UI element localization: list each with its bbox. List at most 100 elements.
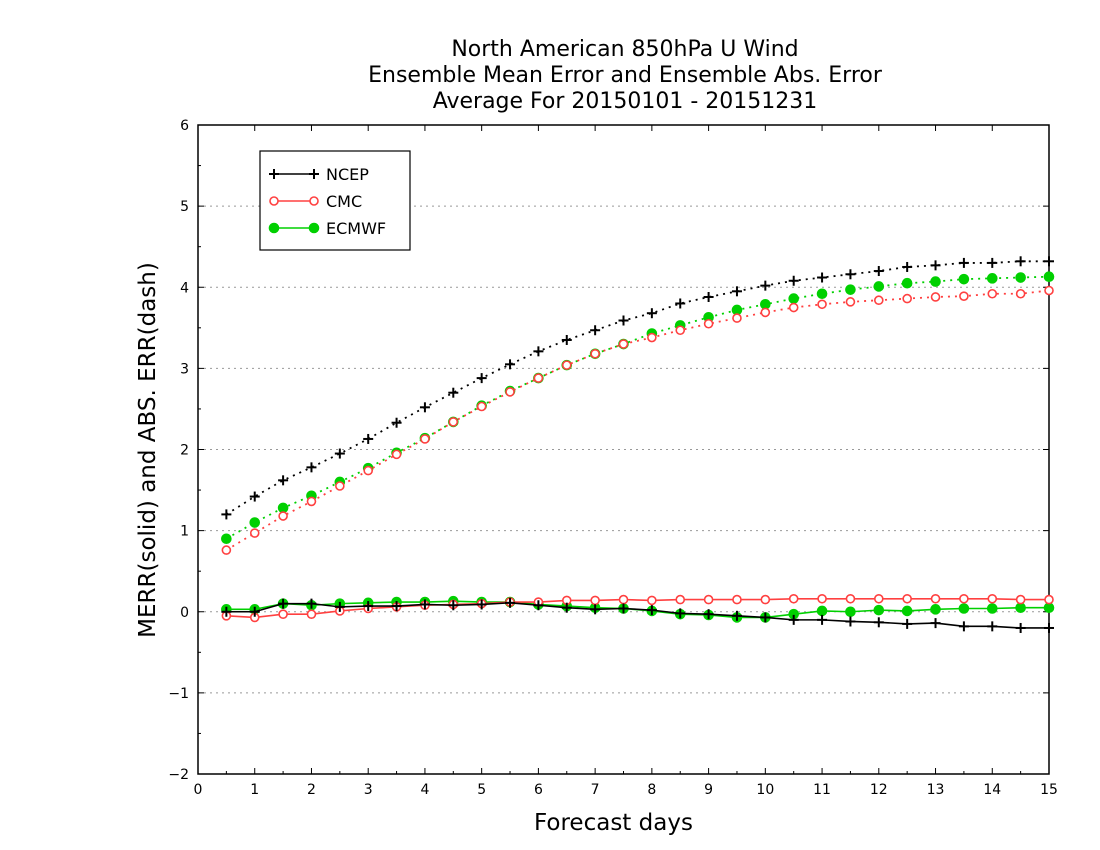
data-point-cmc [873, 593, 884, 604]
data-point-ecmwf [901, 605, 913, 617]
data-point-cmc [363, 465, 374, 476]
data-point-cmc [249, 528, 260, 538]
series-line-ncep-mean-err [226, 602, 1049, 629]
data-point-cmc [788, 593, 799, 604]
data-point-cmc [788, 302, 799, 313]
data-point-cmc [618, 594, 629, 605]
x-tick-label: 12 [870, 782, 888, 798]
data-point-cmc [221, 545, 232, 555]
series-line-cmc-mean-err [226, 597, 1049, 619]
series-line-ecmwf-abs-err [225, 275, 1050, 540]
x-tick-label: 14 [983, 782, 1001, 798]
data-point-cmc [476, 401, 487, 412]
legend-marker-ecmwf [268, 222, 280, 234]
data-point-cmc [817, 593, 827, 604]
chart-title-line-1: North American 850hPa U Wind [451, 37, 799, 62]
data-point-cmc [959, 593, 969, 604]
data-point-ecmwf [986, 273, 998, 284]
x-tick-label: 9 [704, 782, 713, 798]
legend-marker-cmc [269, 196, 279, 206]
y-tick-label: 6 [180, 118, 189, 134]
x-tick-label: 3 [364, 782, 373, 798]
data-point-cmc [873, 295, 884, 306]
data-point-ecmwf [816, 605, 828, 617]
chart-title-line-2: Ensemble Mean Error and Ensemble Abs. Er… [368, 63, 882, 88]
data-point-cmc [278, 609, 288, 619]
data-point-ecmwf [249, 517, 261, 528]
data-point-ecmwf [1043, 271, 1055, 283]
data-point-cmc [675, 325, 686, 336]
data-point-ecmwf [958, 603, 970, 614]
data-point-ecmwf [958, 273, 970, 285]
data-point-ecmwf [816, 288, 828, 300]
x-tick-label: 15 [1040, 782, 1058, 798]
data-point-cmc [1044, 285, 1054, 296]
x-tick-label: 1 [250, 782, 259, 798]
x-tick-label: 13 [927, 782, 945, 798]
data-point-cmc [505, 387, 515, 397]
y-tick-label: 4 [180, 280, 189, 296]
x-tick-label: 0 [194, 782, 203, 798]
data-point-cmc [590, 348, 600, 359]
data-point-cmc [1044, 594, 1054, 605]
data-point-cmc [391, 449, 402, 460]
data-point-cmc [930, 292, 941, 302]
data-point-cmc [902, 293, 912, 304]
data-point-cmc [703, 318, 714, 329]
data-point-cmc [335, 481, 345, 491]
legend-label-ncep: NCEP [326, 165, 369, 184]
y-tick-label: 2 [180, 443, 189, 459]
y-tick-label: 3 [180, 361, 189, 377]
data-point-cmc [533, 373, 544, 383]
data-point-cmc [845, 297, 856, 307]
data-point-cmc [278, 511, 288, 521]
series-line-cmc-abs-err [225, 289, 1050, 551]
y-tick-label: 5 [180, 199, 189, 215]
data-point-ecmwf [930, 276, 941, 287]
x-tick-label: 10 [756, 782, 774, 798]
data-point-cmc [703, 594, 714, 605]
series-line-ncep-abs-err [225, 260, 1049, 516]
y-tick-label: 0 [180, 605, 189, 621]
y-tick-label: −1 [168, 686, 189, 702]
data-point-ecmwf [1015, 272, 1026, 283]
data-point-ecmwf [873, 281, 885, 292]
data-point-ecmwf [930, 604, 941, 615]
x-tick-label: 8 [647, 782, 656, 798]
data-point-cmc [902, 593, 912, 604]
data-point-cmc [618, 339, 629, 349]
legend-marker-cmc [309, 196, 319, 206]
legend-marker-ecmwf [308, 222, 320, 234]
data-point-cmc [647, 332, 657, 343]
data-point-cmc [760, 594, 771, 605]
y-tick-label: 1 [180, 524, 189, 540]
data-point-cmc [845, 593, 856, 604]
data-point-ecmwf [845, 606, 856, 618]
data-point-cmc [306, 609, 317, 619]
x-tick-label: 6 [534, 782, 543, 798]
data-point-cmc [732, 594, 742, 605]
chart-title-line-3: Average For 20150101 - 20151231 [432, 89, 818, 114]
data-point-cmc [732, 313, 742, 323]
data-point-cmc [561, 360, 572, 370]
x-tick-label: 2 [307, 782, 316, 798]
data-point-cmc [675, 594, 686, 605]
data-point-cmc [1015, 288, 1026, 299]
x-tick-label: 7 [591, 782, 600, 798]
data-point-cmc [306, 496, 317, 507]
x-tick-label: 5 [477, 782, 486, 798]
data-point-ecmwf [845, 284, 856, 295]
y-tick-label: −2 [168, 767, 189, 783]
legend-label-cmc: CMC [326, 192, 362, 211]
data-point-cmc [959, 291, 969, 301]
data-point-ecmwf [986, 603, 998, 614]
x-tick-label: 11 [813, 782, 831, 798]
x-axis-label: Forecast days [534, 810, 693, 836]
data-point-cmc [420, 434, 430, 444]
data-point-cmc [930, 593, 941, 604]
data-point-cmc [448, 417, 459, 427]
data-point-cmc [760, 307, 771, 318]
y-axis-label: MERR(solid) and ABS. ERR(dash) [135, 262, 161, 638]
data-point-cmc [987, 288, 998, 299]
